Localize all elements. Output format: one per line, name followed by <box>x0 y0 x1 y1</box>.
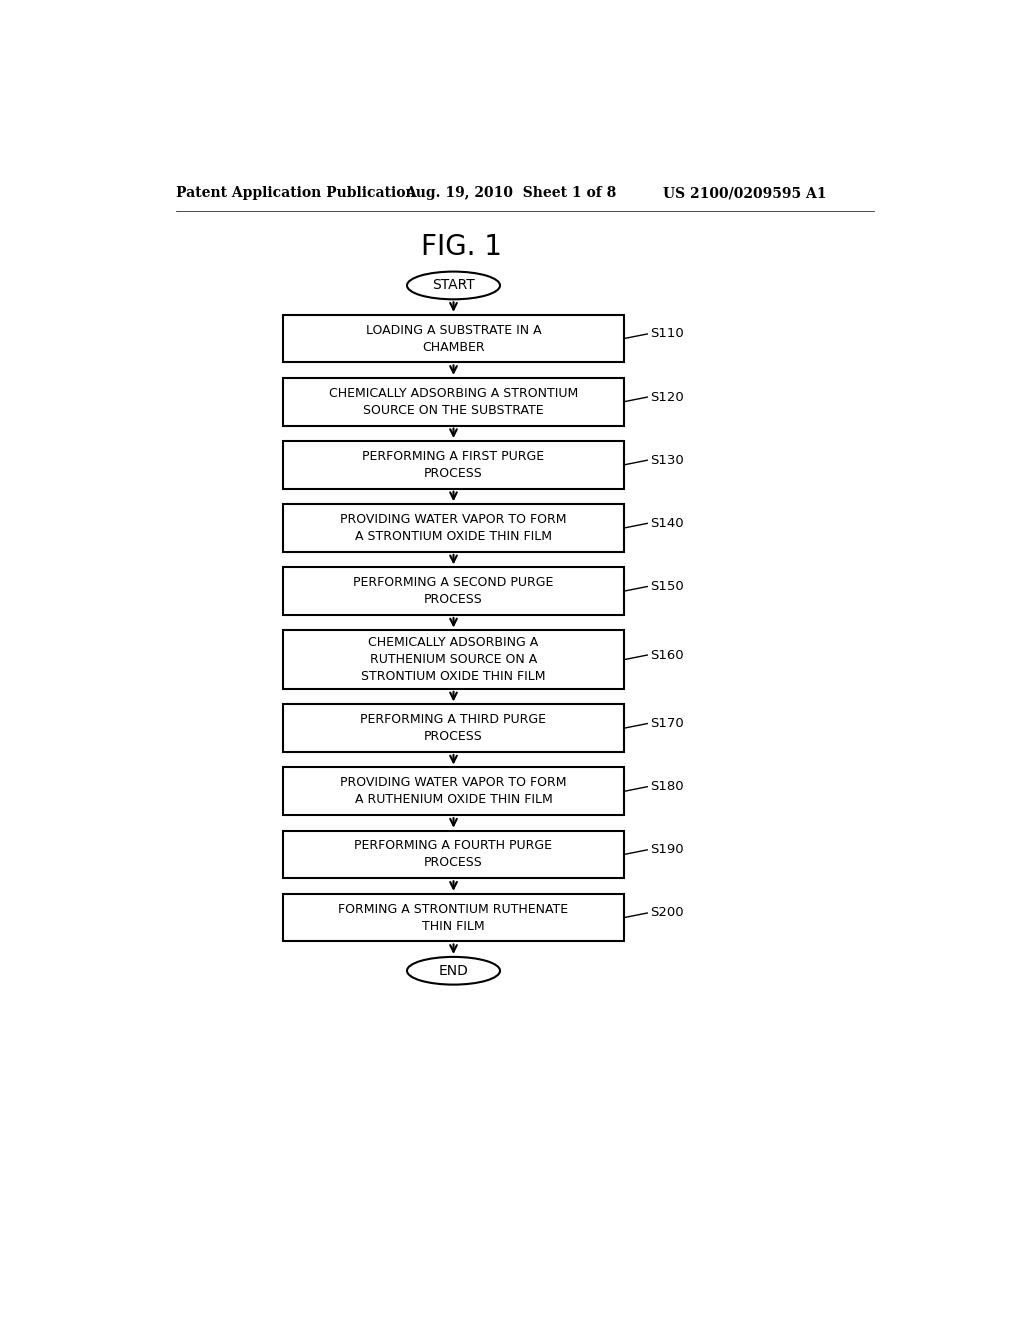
Text: Aug. 19, 2010  Sheet 1 of 8: Aug. 19, 2010 Sheet 1 of 8 <box>406 186 616 201</box>
Text: PERFORMING A FIRST PURGE
PROCESS: PERFORMING A FIRST PURGE PROCESS <box>362 450 545 480</box>
Text: PROVIDING WATER VAPOR TO FORM
A STRONTIUM OXIDE THIN FILM: PROVIDING WATER VAPOR TO FORM A STRONTIU… <box>340 513 566 543</box>
Text: S170: S170 <box>650 717 684 730</box>
Bar <box>283 314 624 363</box>
Text: S200: S200 <box>650 907 684 920</box>
Ellipse shape <box>407 957 500 985</box>
Text: PERFORMING A SECOND PURGE
PROCESS: PERFORMING A SECOND PURGE PROCESS <box>353 576 554 606</box>
Ellipse shape <box>407 272 500 300</box>
Text: S180: S180 <box>650 780 684 793</box>
Text: S120: S120 <box>650 391 684 404</box>
Text: LOADING A SUBSTRATE IN A
CHAMBER: LOADING A SUBSTRATE IN A CHAMBER <box>366 323 542 354</box>
Bar <box>283 568 624 615</box>
Text: PERFORMING A THIRD PURGE
PROCESS: PERFORMING A THIRD PURGE PROCESS <box>360 713 547 743</box>
Text: CHEMICALLY ADSORBING A
RUTHENIUM SOURCE ON A
STRONTIUM OXIDE THIN FILM: CHEMICALLY ADSORBING A RUTHENIUM SOURCE … <box>361 636 546 684</box>
Bar <box>283 830 624 878</box>
Bar <box>283 378 624 425</box>
Text: S140: S140 <box>650 517 684 529</box>
Text: S160: S160 <box>650 648 684 661</box>
Text: PROVIDING WATER VAPOR TO FORM
A RUTHENIUM OXIDE THIN FILM: PROVIDING WATER VAPOR TO FORM A RUTHENIU… <box>340 776 566 807</box>
Text: S150: S150 <box>650 579 684 593</box>
Text: S130: S130 <box>650 454 684 467</box>
Bar <box>283 504 624 552</box>
Bar <box>283 894 624 941</box>
Text: CHEMICALLY ADSORBING A STRONTIUM
SOURCE ON THE SUBSTRATE: CHEMICALLY ADSORBING A STRONTIUM SOURCE … <box>329 387 579 417</box>
Bar <box>283 441 624 488</box>
Text: FIG. 1: FIG. 1 <box>421 232 502 261</box>
Text: US 2100/0209595 A1: US 2100/0209595 A1 <box>663 186 826 201</box>
Bar <box>283 631 624 689</box>
Text: FORMING A STRONTIUM RUTHENATE
THIN FILM: FORMING A STRONTIUM RUTHENATE THIN FILM <box>339 903 568 933</box>
Text: PERFORMING A FOURTH PURGE
PROCESS: PERFORMING A FOURTH PURGE PROCESS <box>354 840 553 870</box>
Bar <box>283 767 624 816</box>
Text: S110: S110 <box>650 327 684 341</box>
Text: START: START <box>432 279 475 293</box>
Text: Patent Application Publication: Patent Application Publication <box>176 186 416 201</box>
Text: END: END <box>438 964 468 978</box>
Text: S190: S190 <box>650 843 684 857</box>
Bar <box>283 705 624 752</box>
